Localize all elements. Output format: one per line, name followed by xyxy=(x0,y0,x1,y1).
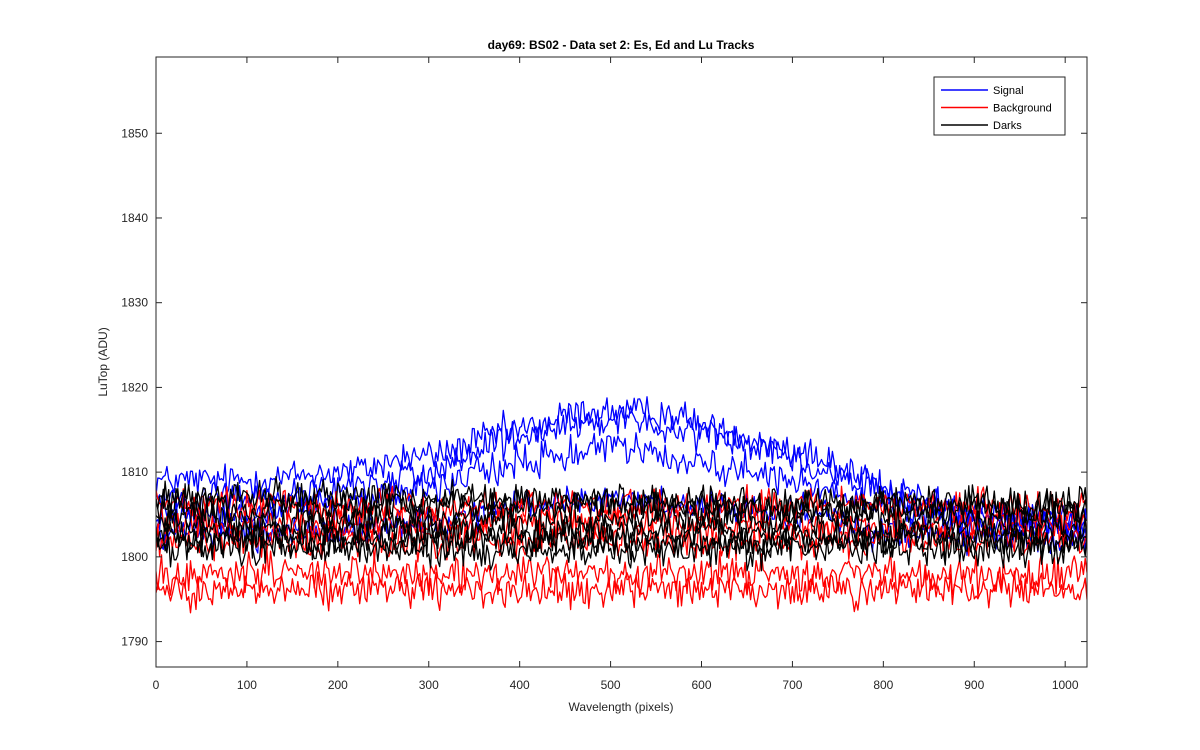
y-tick-label: 1800 xyxy=(121,550,148,564)
series-background-line xyxy=(156,549,1087,598)
x-tick-label: 900 xyxy=(964,678,984,692)
x-tick-label: 1000 xyxy=(1052,678,1079,692)
plot-area xyxy=(155,56,1088,668)
legend-label-darks: Darks xyxy=(993,120,1022,132)
y-tick-label: 1850 xyxy=(121,126,148,140)
series-darks-line xyxy=(156,481,1087,528)
y-tick-label: 1820 xyxy=(121,380,148,394)
x-tick-label: 800 xyxy=(873,678,893,692)
y-axis: 1790 1800 1810 1820 1830 1840 1850 xyxy=(121,126,1087,649)
y-tick-label: 1810 xyxy=(121,465,148,479)
chart-title: day69: BS02 - Data set 2: Es, Ed and Lu … xyxy=(488,38,755,52)
x-axis-title: Wavelength (pixels) xyxy=(569,700,674,714)
y-axis-title: LuTop (ADU) xyxy=(96,327,110,396)
series-layer xyxy=(156,396,1087,614)
series-darks-line xyxy=(156,517,1087,565)
series-darks-group xyxy=(156,475,1087,572)
legend: Signal Background Darks xyxy=(933,76,1066,136)
legend-label-background: Background xyxy=(993,103,1052,115)
x-tick-label: 0 xyxy=(153,678,160,692)
series-background-line xyxy=(156,566,1087,614)
y-tick-label: 1790 xyxy=(121,635,148,649)
x-tick-label: 400 xyxy=(510,678,530,692)
x-tick-label: 200 xyxy=(328,678,348,692)
y-tick-label: 1830 xyxy=(121,296,148,310)
x-tick-label: 600 xyxy=(691,678,711,692)
x-tick-label: 100 xyxy=(237,678,257,692)
x-axis: 0 100 200 300 400 500 600 700 800 900 1000 xyxy=(153,57,1079,692)
x-tick-label: 300 xyxy=(419,678,439,692)
x-tick-label: 500 xyxy=(601,678,621,692)
x-tick-label: 700 xyxy=(782,678,802,692)
legend-label-signal: Signal xyxy=(993,85,1024,97)
plot-frame xyxy=(155,56,1088,668)
y-tick-label: 1840 xyxy=(121,211,148,225)
series-darks-line xyxy=(156,475,1087,529)
series-background-line xyxy=(156,501,1087,546)
